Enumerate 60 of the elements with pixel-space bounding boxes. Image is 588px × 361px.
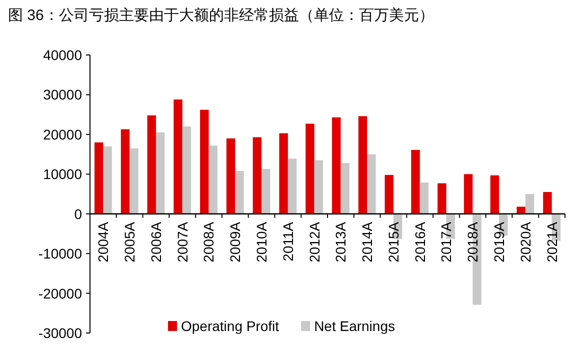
bar [340, 163, 350, 214]
bar [156, 132, 165, 214]
y-tick-label: -10000 [38, 246, 82, 262]
bar [288, 158, 297, 214]
bar [525, 194, 534, 214]
x-tick-label: 2005A [122, 221, 138, 262]
bar [384, 174, 394, 214]
bar [94, 142, 104, 214]
legend-label: Operating Profit [181, 318, 280, 334]
bar [420, 182, 429, 214]
y-tick-label: 20000 [43, 126, 82, 142]
y-tick-label: -20000 [38, 285, 82, 302]
x-tick-label: 2015A [385, 221, 402, 262]
bar [490, 175, 500, 214]
x-tick-label: 2007A [174, 221, 190, 262]
x-tick-label: 2016A [412, 221, 428, 262]
bar [279, 133, 288, 214]
y-tick-label: 40000 [43, 47, 82, 63]
x-tick-label: 2009A [227, 221, 244, 262]
bar [174, 99, 182, 214]
x-tick-label: 2013A [332, 221, 349, 262]
x-tick-label: 2020A [517, 221, 534, 262]
x-tick-label: 2017A [438, 221, 454, 262]
bar [438, 183, 446, 214]
x-tick-label: 2019A [491, 221, 508, 262]
bar [464, 174, 473, 214]
x-tick-label: 2014A [359, 221, 376, 262]
chart-title: 图 36：公司亏损主要由于大额的非经常损益（单位：百万美元） [8, 7, 434, 24]
bar [235, 170, 244, 214]
bar [130, 148, 138, 214]
bar [252, 137, 262, 214]
x-tick-label: 2006A [148, 221, 164, 262]
bar [367, 154, 376, 214]
bar [182, 126, 192, 214]
x-tick-label: 2021A [544, 221, 560, 262]
x-tick-label: 2010A [254, 221, 270, 262]
bar [358, 116, 368, 214]
bar [208, 146, 218, 214]
bar [226, 138, 236, 214]
x-tick-label: 2008A [200, 221, 217, 262]
x-tick-label: 2012A [306, 221, 322, 262]
x-tick-label: 2011A [280, 221, 296, 262]
bar [147, 115, 156, 214]
bar [314, 160, 324, 214]
bar [262, 168, 270, 214]
y-tick-label: 0 [74, 206, 82, 222]
bar [120, 129, 130, 214]
bar [411, 150, 420, 214]
y-tick-label: 30000 [43, 86, 82, 103]
bar [103, 146, 112, 214]
y-tick-label: 10000 [43, 166, 82, 182]
bar [332, 117, 341, 214]
legend-label: Net Earnings [314, 318, 395, 334]
x-tick-label: 2004A [95, 221, 112, 262]
y-tick-label: -30000 [38, 325, 82, 341]
bar [306, 124, 314, 214]
bar [200, 110, 209, 214]
bar [543, 192, 552, 214]
bar [516, 206, 526, 214]
x-tick-label: 2018A [464, 221, 481, 262]
